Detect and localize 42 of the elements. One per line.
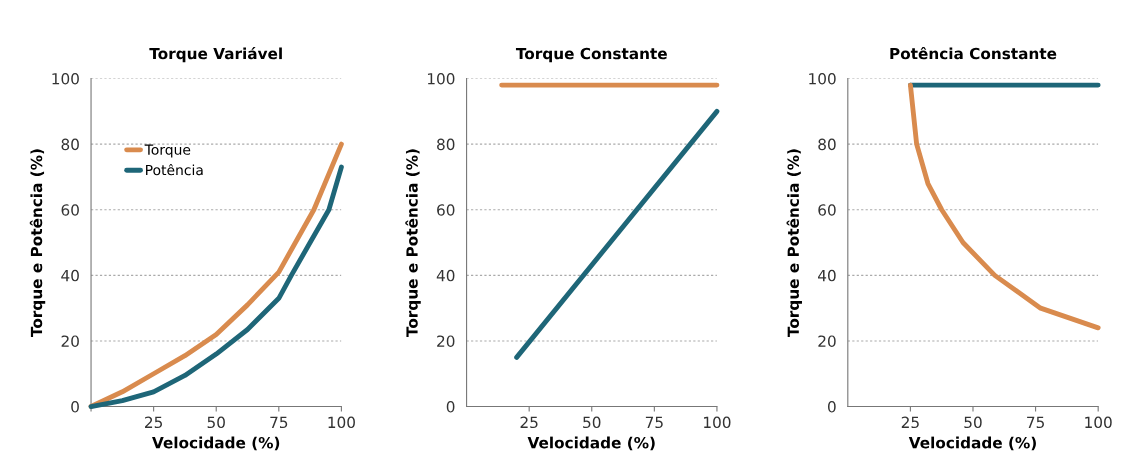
y-tick-label: 80: [61, 138, 79, 151]
y-tick-label: 0: [71, 401, 79, 413]
y-tick-label: 40: [436, 269, 455, 282]
y-tick-label: 100: [52, 73, 79, 85]
x-axis-title: Velocidade (%): [152, 436, 280, 451]
chart-title: Torque Constante: [515, 47, 667, 63]
y-axis-title: Torque e Potência (%): [405, 149, 421, 337]
x-tick-label: 75: [645, 416, 663, 429]
x-tick-label: 50: [964, 416, 982, 429]
y-tick-label: 40: [818, 269, 836, 282]
x-tick-label: 75: [1027, 416, 1044, 429]
x-tick-label: 100: [1085, 416, 1112, 429]
y-tick-label: 80: [437, 138, 455, 151]
x-tick-label: 75: [270, 416, 288, 429]
x-tick-label: 100: [328, 416, 355, 429]
x-tick-label: 25: [520, 416, 538, 429]
x-tick-label: 50: [583, 416, 601, 429]
y-tick-label: 80: [818, 138, 836, 151]
y-axis-title: Torque e Potência (%): [786, 149, 802, 337]
y-tick-label: 60: [437, 204, 455, 216]
y-tick-label: 0: [446, 401, 455, 413]
x-tick-label: 50: [207, 416, 225, 429]
y-axis-title: Torque e Potência (%): [29, 149, 46, 337]
y-tick-label: 40: [61, 269, 79, 282]
y-tick-label: 0: [827, 401, 836, 413]
x-tick-label: 100: [704, 416, 731, 429]
y-tick-label: 100: [427, 73, 455, 85]
y-tick-label: 20: [818, 335, 836, 347]
chart-title: Torque Variável: [149, 46, 282, 63]
y-tick-label: 20: [437, 335, 455, 347]
y-tick-label: 100: [809, 73, 836, 85]
x-tick-label: 25: [145, 416, 163, 429]
y-tick-label: 60: [61, 204, 79, 216]
x-axis-title: Velocidade (%): [908, 436, 1036, 451]
x-axis-title: Velocidade (%): [527, 436, 655, 451]
x-tick-label: 25: [901, 416, 919, 429]
legend-label: Potência: [146, 163, 203, 176]
legend-label: Torque: [144, 144, 191, 158]
y-tick-label: 60: [818, 204, 836, 216]
line-series: [907, 82, 1101, 331]
chart-title: Potência Constante: [890, 46, 1057, 60]
y-tick-label: 20: [61, 335, 79, 347]
